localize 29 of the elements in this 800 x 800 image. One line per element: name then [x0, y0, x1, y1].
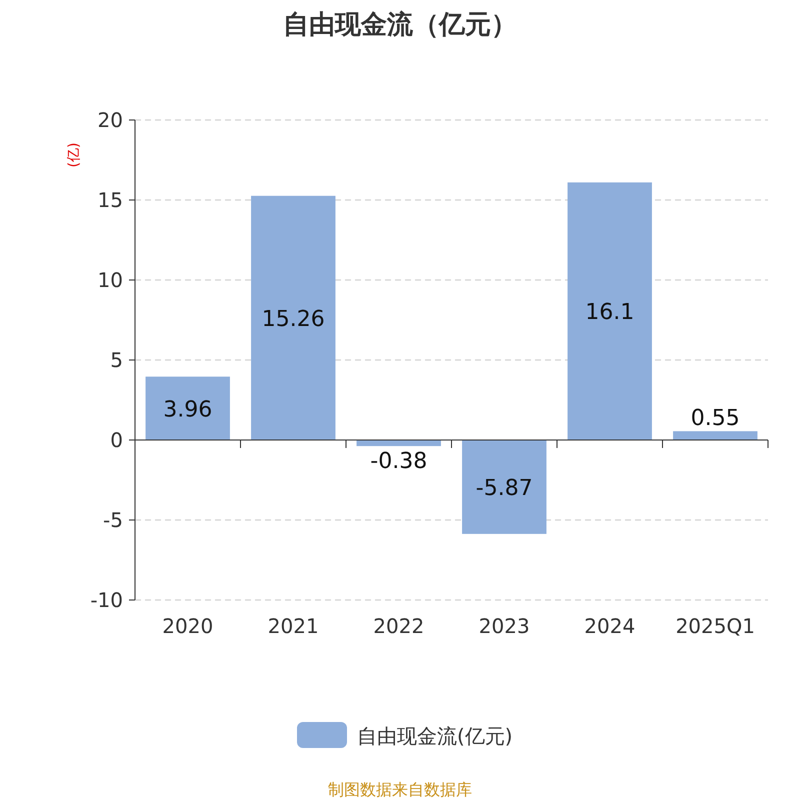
x-tick-label: 2021: [268, 614, 319, 638]
data-label: 3.96: [163, 397, 212, 422]
x-tick-label: 2023: [478, 614, 530, 638]
y-axis-title: (亿): [66, 142, 82, 168]
bar: [568, 182, 652, 440]
chart-title: 自由现金流（亿元）: [283, 10, 517, 40]
bar: [462, 440, 546, 534]
data-label: 15.26: [262, 306, 325, 332]
bar: [673, 431, 758, 440]
x-tick-label: 2022: [373, 614, 424, 638]
y-tick-label: 20: [98, 108, 123, 132]
y-tick-label: 5: [110, 348, 123, 372]
y-tick-label: -5: [103, 508, 123, 532]
text: 制图数据来自数据库: [328, 780, 472, 799]
data-label: 16.1: [585, 300, 634, 326]
legend-label: 自由现金流(亿元): [357, 724, 513, 748]
bar: [356, 440, 441, 446]
x-tick-label: 2024: [584, 614, 636, 638]
x-tick-label: 2025Q1: [676, 614, 755, 638]
y-tick-label: 0: [110, 428, 123, 452]
y-tick-label: 10: [98, 268, 123, 292]
data-label: 0.55: [690, 406, 740, 432]
y-tick-label: 15: [98, 188, 123, 212]
data-label: -5.87: [476, 476, 533, 501]
bar: [251, 196, 336, 440]
data-label: -0.38: [370, 449, 428, 474]
x-tick-label: 2020: [162, 614, 214, 638]
bar: [146, 376, 230, 440]
y-tick-label: -10: [90, 588, 123, 612]
